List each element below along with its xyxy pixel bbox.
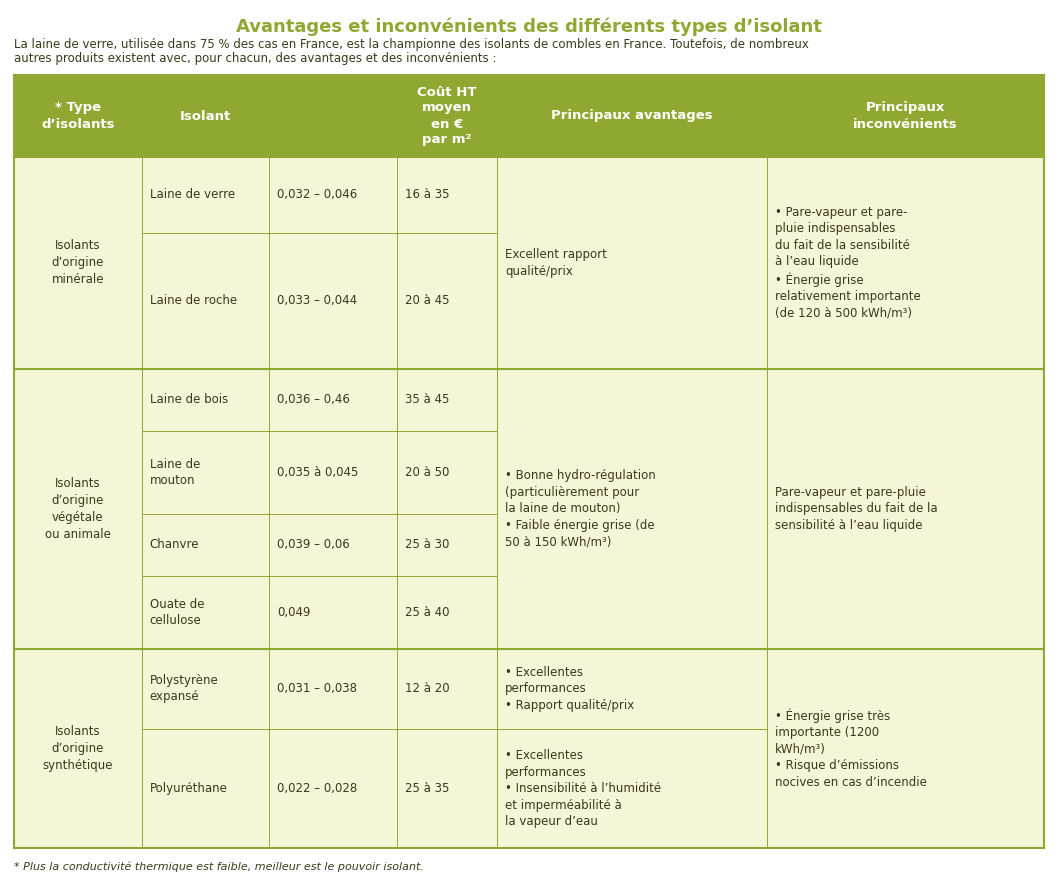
Text: • Énergie grise très
importante (1200
kWh/m³)
• Risque d’émissions
nocives en ca: • Énergie grise très importante (1200 kW… — [774, 708, 927, 789]
Bar — [767, 75, 1044, 157]
Bar — [767, 576, 1044, 648]
Bar — [397, 157, 497, 232]
Bar — [14, 368, 142, 431]
Text: 12 à 20: 12 à 20 — [405, 682, 450, 696]
Bar — [270, 75, 397, 157]
Text: • Pare-vapeur et pare-
pluie indispensables
du fait de la sensibilité
à l’eau li: • Pare-vapeur et pare- pluie indispensab… — [774, 206, 920, 320]
Text: 0,031 – 0,038: 0,031 – 0,038 — [277, 682, 358, 696]
Bar — [270, 513, 397, 576]
Text: • Excellentes
performances
• Insensibilité à l’humidité
et imperméabilité à
la v: • Excellentes performances • Insensibili… — [505, 749, 661, 828]
Text: Laine de verre: Laine de verre — [150, 189, 235, 201]
Bar — [142, 368, 270, 431]
Text: 25 à 30: 25 à 30 — [405, 538, 450, 552]
Text: Laine de bois: Laine de bois — [150, 393, 227, 406]
Text: Isolants
d’origine
synthétique: Isolants d’origine synthétique — [42, 725, 113, 772]
Text: autres produits existent avec, pour chacun, des avantages et des inconvénients :: autres produits existent avec, pour chac… — [14, 52, 496, 65]
Bar — [142, 157, 270, 232]
Bar — [497, 513, 767, 576]
Bar — [14, 648, 142, 730]
Bar — [497, 368, 767, 431]
Bar — [497, 648, 767, 730]
Text: Chanvre: Chanvre — [150, 538, 199, 552]
Bar — [142, 648, 270, 730]
Text: Pare-vapeur et pare-pluie
indispensables du fait de la
sensibilité à l’eau liqui: Pare-vapeur et pare-pluie indispensables… — [774, 485, 937, 532]
Bar — [14, 232, 142, 368]
Bar — [397, 431, 497, 513]
Text: Coût HT
moyen
en €
par m²: Coût HT moyen en € par m² — [417, 86, 477, 147]
Bar — [397, 75, 497, 157]
Text: Principaux
inconvénients: Principaux inconvénients — [853, 102, 957, 131]
Bar — [497, 730, 767, 848]
Bar — [14, 513, 142, 576]
Bar — [14, 431, 142, 513]
Text: 0,033 – 0,044: 0,033 – 0,044 — [277, 294, 358, 307]
Text: Laine de
mouton: Laine de mouton — [150, 458, 200, 486]
Text: Excellent rapport
qualité/prix: Excellent rapport qualité/prix — [505, 248, 607, 277]
Bar — [270, 157, 397, 232]
Bar — [270, 576, 397, 648]
Bar — [767, 368, 1044, 431]
Bar — [397, 513, 497, 576]
Bar — [767, 157, 1044, 232]
Text: Laine de roche: Laine de roche — [150, 294, 237, 307]
Bar — [270, 730, 397, 848]
Bar — [767, 232, 1044, 368]
Text: 20 à 45: 20 à 45 — [405, 294, 450, 307]
Bar — [497, 576, 767, 648]
Bar — [14, 157, 142, 232]
Bar — [397, 730, 497, 848]
Bar — [270, 648, 397, 730]
Bar — [14, 576, 142, 648]
Text: 20 à 50: 20 à 50 — [405, 466, 450, 479]
Text: 0,032 – 0,046: 0,032 – 0,046 — [277, 189, 358, 201]
Text: 0,049: 0,049 — [277, 606, 311, 619]
Bar — [270, 232, 397, 368]
Text: Polystyrène
expansé: Polystyrène expansé — [150, 674, 218, 704]
Text: 0,035 à 0,045: 0,035 à 0,045 — [277, 466, 359, 479]
Text: Avantages et inconvénients des différents types d’isolant: Avantages et inconvénients des différent… — [236, 18, 822, 37]
Bar — [270, 431, 397, 513]
Bar — [142, 431, 270, 513]
Text: 35 à 45: 35 à 45 — [405, 393, 450, 406]
Bar — [142, 75, 270, 157]
Bar — [142, 576, 270, 648]
Bar — [14, 75, 142, 157]
Text: 0,022 – 0,028: 0,022 – 0,028 — [277, 782, 358, 795]
Bar — [142, 232, 270, 368]
Text: * Plus la conductivité thermique est faible, meilleur est le pouvoir isolant.: * Plus la conductivité thermique est fai… — [14, 862, 424, 873]
Bar — [142, 513, 270, 576]
Text: • Bonne hydro-régulation
(particulièrement pour
la laine de mouton)
• Faible éne: • Bonne hydro-régulation (particulièreme… — [505, 469, 656, 548]
Bar — [497, 431, 767, 513]
Bar — [767, 513, 1044, 576]
Bar — [397, 576, 497, 648]
Bar — [397, 648, 497, 730]
Bar — [14, 730, 142, 848]
Text: 16 à 35: 16 à 35 — [405, 189, 450, 201]
Text: La laine de verre, utilisée dans 75 % des cas en France, est la championne des i: La laine de verre, utilisée dans 75 % de… — [14, 38, 809, 51]
Text: 0,039 – 0,06: 0,039 – 0,06 — [277, 538, 350, 552]
Bar — [142, 730, 270, 848]
Text: Principaux avantages: Principaux avantages — [551, 109, 713, 122]
Bar — [497, 75, 767, 157]
Bar — [397, 368, 497, 431]
Bar — [270, 368, 397, 431]
Text: * Type
d’isolants: * Type d’isolants — [41, 102, 114, 131]
Bar — [397, 232, 497, 368]
Text: Isolants
d’origine
minérale: Isolants d’origine minérale — [52, 240, 104, 286]
Text: Polyuréthane: Polyuréthane — [150, 782, 227, 795]
Text: 25 à 35: 25 à 35 — [405, 782, 450, 795]
Text: Isolants
d’origine
végétale
ou animale: Isolants d’origine végétale ou animale — [44, 477, 111, 541]
Bar — [767, 730, 1044, 848]
Text: Ouate de
cellulose: Ouate de cellulose — [150, 598, 204, 627]
Text: 25 à 40: 25 à 40 — [405, 606, 450, 619]
Bar — [497, 232, 767, 368]
Text: 0,036 – 0,46: 0,036 – 0,46 — [277, 393, 350, 406]
Text: • Excellentes
performances
• Rapport qualité/prix: • Excellentes performances • Rapport qua… — [505, 666, 635, 712]
Bar — [767, 431, 1044, 513]
Text: Isolant: Isolant — [180, 109, 232, 122]
Bar — [497, 157, 767, 232]
Bar — [767, 648, 1044, 730]
